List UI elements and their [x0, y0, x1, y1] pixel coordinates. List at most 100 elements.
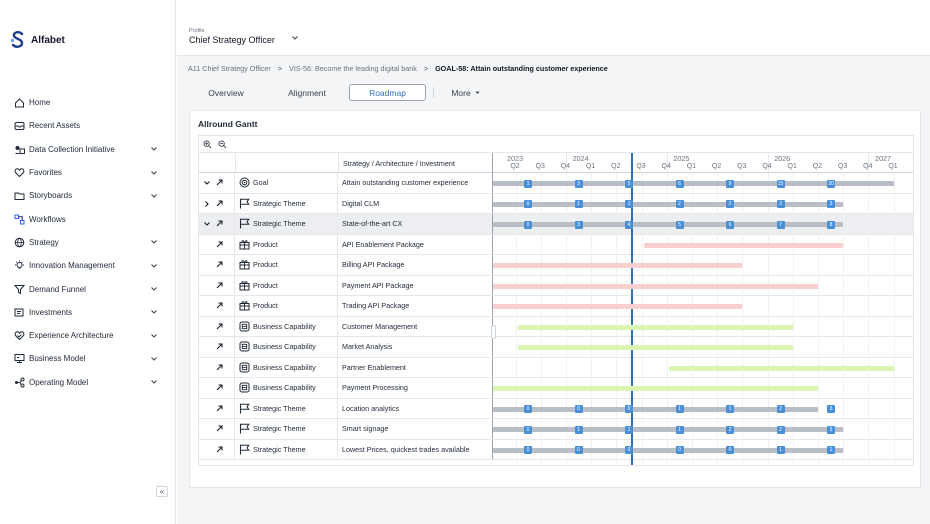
- chevron-down-icon[interactable]: [150, 285, 158, 293]
- gantt-bar[interactable]: [643, 242, 844, 248]
- gantt-bar[interactable]: [493, 427, 844, 432]
- milestone-marker[interactable]: 1: [625, 425, 633, 434]
- milestone-marker[interactable]: 3: [827, 405, 835, 413]
- chevron-down-icon[interactable]: [150, 332, 158, 340]
- milestone-marker[interactable]: 7: [776, 220, 785, 229]
- milestone-marker[interactable]: 0: [524, 220, 532, 229]
- open-link-icon[interactable]: [215, 383, 224, 392]
- milestone-marker[interactable]: 8: [827, 220, 835, 229]
- milestone-marker[interactable]: 1: [675, 405, 684, 413]
- sidebar-item-storyboards[interactable]: Storyboards: [0, 184, 176, 207]
- table-row[interactable]: Business Capability Market Analysis: [199, 337, 913, 358]
- milestone-marker[interactable]: 3: [776, 200, 785, 208]
- sidebar-item-data-collection-initiative[interactable]: Data Collection Initiative: [0, 138, 176, 161]
- gantt-bar[interactable]: [517, 324, 793, 330]
- row-name[interactable]: Partner Enablement: [338, 357, 493, 377]
- open-link-icon[interactable]: [215, 281, 224, 290]
- tab-alignment[interactable]: Alignment: [288, 87, 326, 98]
- open-link-icon[interactable]: [215, 445, 224, 454]
- milestone-marker[interactable]: 0: [625, 405, 633, 413]
- expand-icon[interactable]: [203, 200, 211, 208]
- milestone-marker[interactable]: 3: [574, 220, 583, 229]
- table-row[interactable]: Goal Attain outstanding customer experien…: [199, 173, 913, 194]
- milestone-marker[interactable]: 1: [827, 446, 835, 454]
- gantt-bar[interactable]: [493, 263, 743, 268]
- gantt-bar[interactable]: [493, 181, 894, 186]
- milestone-marker[interactable]: 15: [776, 179, 785, 188]
- milestone-marker[interactable]: 3: [827, 425, 835, 434]
- open-link-icon[interactable]: [215, 199, 224, 208]
- row-name[interactable]: Trading API Package: [338, 296, 493, 316]
- open-link-icon[interactable]: [215, 301, 224, 310]
- table-row[interactable]: Business Capability Payment Processing: [199, 378, 913, 399]
- milestone-marker[interactable]: 2: [776, 405, 785, 413]
- sidebar-item-workflows[interactable]: Workflows: [0, 207, 176, 230]
- table-row[interactable]: Strategic Theme Location analytics: [199, 398, 913, 419]
- milestone-marker[interactable]: 1: [726, 405, 734, 413]
- collapse-icon[interactable]: [203, 179, 211, 187]
- sidebar-item-operating-model[interactable]: Operating Model: [0, 371, 176, 394]
- milestone-marker[interactable]: 0: [524, 425, 532, 434]
- collapse-sidebar-button[interactable]: «: [156, 486, 168, 497]
- tab-more[interactable]: More: [449, 84, 483, 101]
- gantt-bar[interactable]: [493, 222, 844, 227]
- milestone-marker[interactable]: 1: [574, 200, 583, 208]
- row-name[interactable]: Payment Processing: [338, 378, 493, 398]
- gantt-bar[interactable]: [493, 304, 743, 309]
- chevron-down-icon[interactable]: [150, 378, 158, 386]
- profile-selector[interactable]: Chief Strategy Officer: [189, 35, 275, 45]
- row-name[interactable]: API Enablement Package: [338, 234, 493, 254]
- row-name[interactable]: Customer Management: [338, 316, 493, 336]
- zoom-out-icon[interactable]: [218, 140, 227, 149]
- milestone-marker[interactable]: 2: [726, 200, 734, 208]
- milestone-marker[interactable]: 0: [675, 446, 684, 454]
- open-link-icon[interactable]: [215, 322, 224, 331]
- chevron-down-icon[interactable]: [291, 34, 299, 42]
- column-resize-handle[interactable]: [491, 325, 496, 339]
- open-link-icon[interactable]: [215, 219, 224, 228]
- breadcrumb-item[interactable]: A11 Chief Strategy Officer: [188, 64, 271, 73]
- milestone-marker[interactable]: 1: [625, 200, 633, 208]
- milestone-marker[interactable]: 6: [726, 220, 734, 229]
- milestone-marker[interactable]: 20: [827, 179, 835, 188]
- sidebar-item-innovation-management[interactable]: Innovation Management: [0, 254, 176, 277]
- gantt-bar[interactable]: [517, 345, 793, 350]
- row-name[interactable]: State-of-the-art CX: [338, 214, 493, 234]
- chevron-down-icon[interactable]: [150, 355, 158, 363]
- chevron-down-icon[interactable]: [150, 169, 158, 177]
- gantt-bar[interactable]: [493, 201, 844, 207]
- milestone-marker[interactable]: 5: [675, 220, 684, 229]
- milestone-marker[interactable]: 0: [524, 200, 532, 208]
- tab-overview[interactable]: Overview: [208, 87, 244, 98]
- table-row[interactable]: Product Trading API Package: [199, 296, 913, 317]
- chevron-down-icon[interactable]: [150, 308, 158, 316]
- milestone-marker[interactable]: 9: [726, 179, 734, 188]
- gantt-bar[interactable]: [493, 283, 818, 289]
- sidebar-item-investments[interactable]: Investments: [0, 301, 176, 324]
- milestone-marker[interactable]: 5: [625, 179, 633, 188]
- row-name[interactable]: Attain outstanding customer experience: [338, 173, 493, 193]
- table-row[interactable]: Business Capability Partner Enablement: [199, 357, 913, 378]
- sidebar-item-experience-architecture[interactable]: Experience Architecture: [0, 324, 176, 347]
- tab-roadmap[interactable]: Roadmap: [349, 84, 426, 101]
- chevron-down-icon[interactable]: [150, 262, 158, 270]
- table-row[interactable]: Strategic Theme Lowest Prices, quickest t…: [199, 439, 913, 460]
- milestone-marker[interactable]: 2: [675, 200, 684, 208]
- milestone-marker[interactable]: 0: [524, 446, 532, 454]
- open-link-icon[interactable]: [215, 342, 224, 351]
- sidebar-item-recent-assets[interactable]: Recent Assets: [0, 114, 176, 137]
- zoom-in-icon[interactable]: [203, 140, 212, 149]
- gantt-bar[interactable]: [668, 365, 894, 371]
- table-row[interactable]: Product API Enablement Package: [199, 234, 913, 255]
- chevron-down-icon[interactable]: [150, 145, 158, 153]
- milestone-marker[interactable]: 0: [625, 446, 633, 454]
- milestone-marker[interactable]: 3: [574, 179, 583, 188]
- gantt-bar[interactable]: [493, 386, 818, 391]
- table-row[interactable]: Product Payment API Package: [199, 275, 913, 296]
- breadcrumb-item[interactable]: VIS-56: Become the leading digital bank: [289, 64, 417, 73]
- gantt-bar[interactable]: [493, 406, 818, 412]
- table-row[interactable]: Product Billing API Package: [199, 255, 913, 276]
- milestone-marker[interactable]: 1: [524, 179, 532, 188]
- milestone-marker[interactable]: 2: [726, 425, 734, 434]
- sidebar-item-home[interactable]: Home: [0, 91, 176, 114]
